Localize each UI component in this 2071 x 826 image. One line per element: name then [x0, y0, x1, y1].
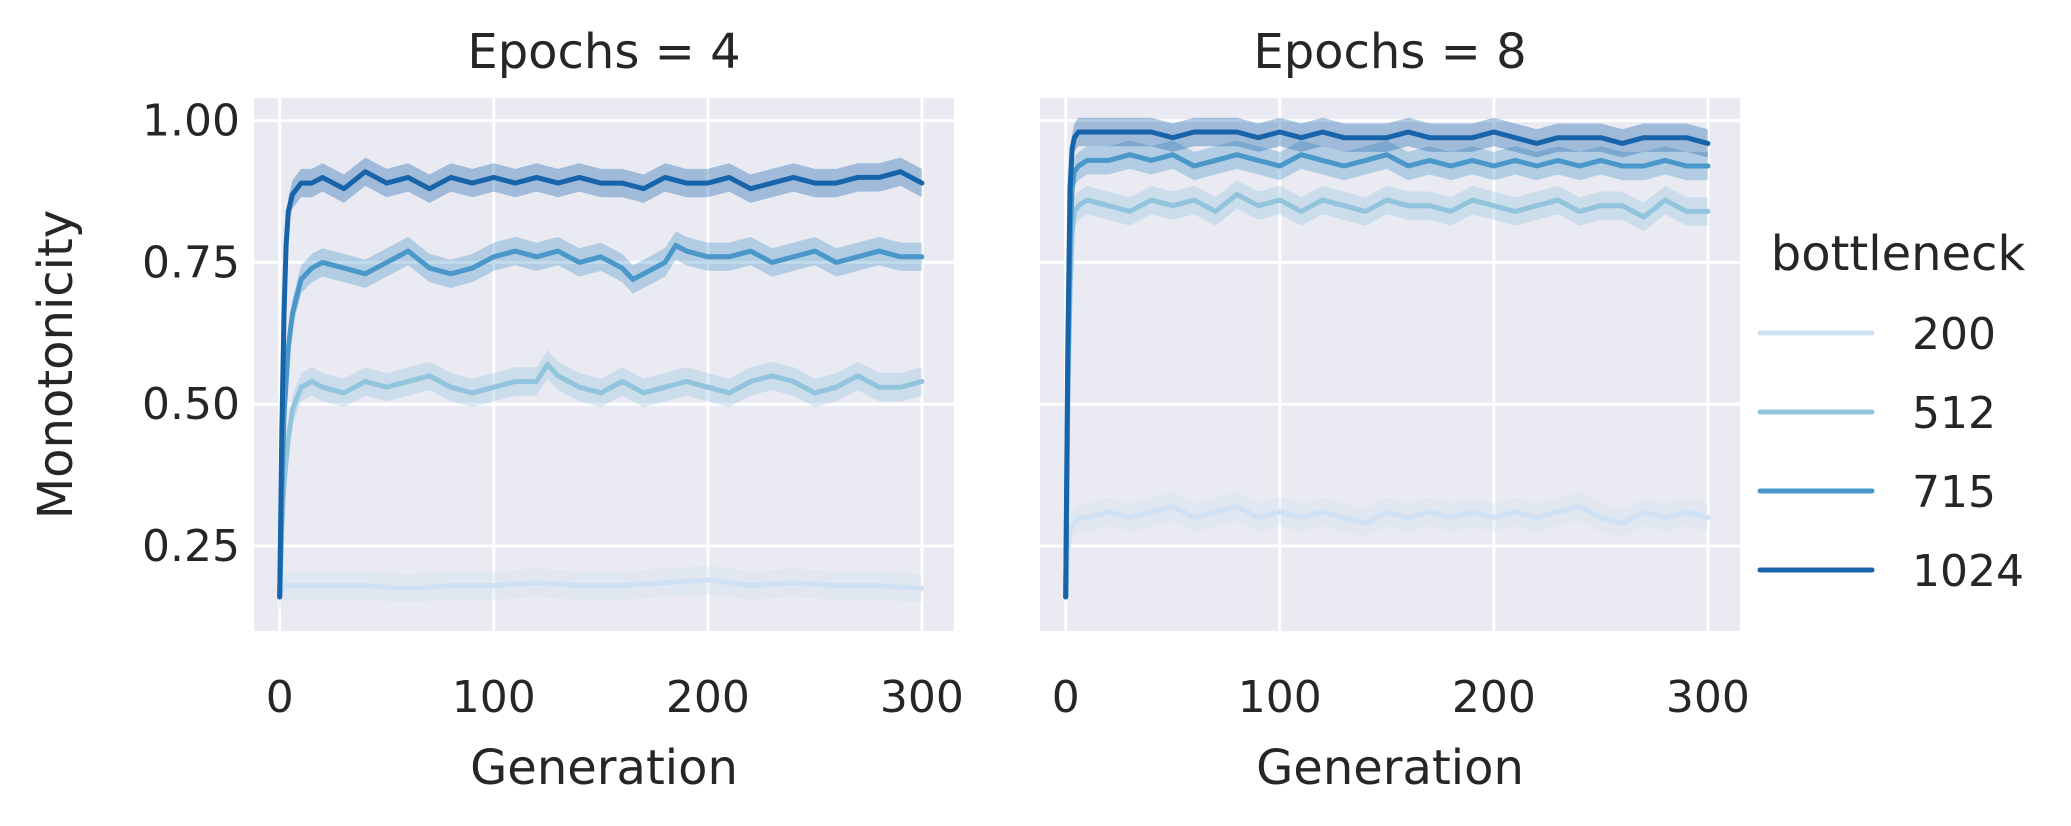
x-tick-label: 200	[666, 672, 750, 723]
y-tick-label: 0.25	[142, 521, 240, 572]
series-line-715	[1063, 152, 1711, 600]
x-tick-label: 0	[266, 672, 294, 723]
series-line-200	[1063, 503, 1711, 600]
series-line-200	[277, 577, 925, 600]
x-axis-label: Generation	[1256, 740, 1524, 796]
x-tick-label: 100	[1238, 672, 1322, 723]
series-band-200	[279, 565, 922, 612]
x-tick-label: 200	[1452, 672, 1536, 723]
series-band-512	[1065, 180, 1708, 612]
x-tick-label: 300	[880, 672, 964, 723]
x-axis-label: Generation	[470, 740, 738, 796]
series-band-200	[1065, 492, 1708, 612]
series-line-715	[277, 242, 925, 600]
legend-label-715: 715	[1912, 467, 1996, 518]
y-tick-label: 1.00	[142, 96, 240, 147]
series-line-512	[277, 362, 925, 600]
legend-title: bottleneck	[1771, 226, 2026, 282]
y-tick-label: 0.75	[142, 237, 240, 288]
y-axis-label: Monotonicity	[28, 210, 84, 519]
x-tick-label: 100	[452, 672, 536, 723]
legend-label-1024: 1024	[1912, 546, 2024, 597]
series-band-1024	[279, 157, 922, 612]
y-tick-label: 0.50	[142, 379, 240, 430]
series-line-1024	[277, 169, 925, 600]
series-line-512	[1063, 191, 1711, 600]
x-tick-label: 300	[1666, 672, 1750, 723]
plot-area-2	[1040, 98, 1740, 631]
panel-title-1: Epochs = 4	[467, 24, 740, 80]
x-tick-label: 0	[1052, 672, 1080, 723]
plot-area-1	[254, 98, 954, 631]
legend-label-200: 200	[1912, 309, 1996, 360]
panel-title-2: Epochs = 8	[1253, 24, 1526, 80]
series-line-1024	[1063, 129, 1711, 600]
legend-label-512: 512	[1912, 388, 1996, 439]
